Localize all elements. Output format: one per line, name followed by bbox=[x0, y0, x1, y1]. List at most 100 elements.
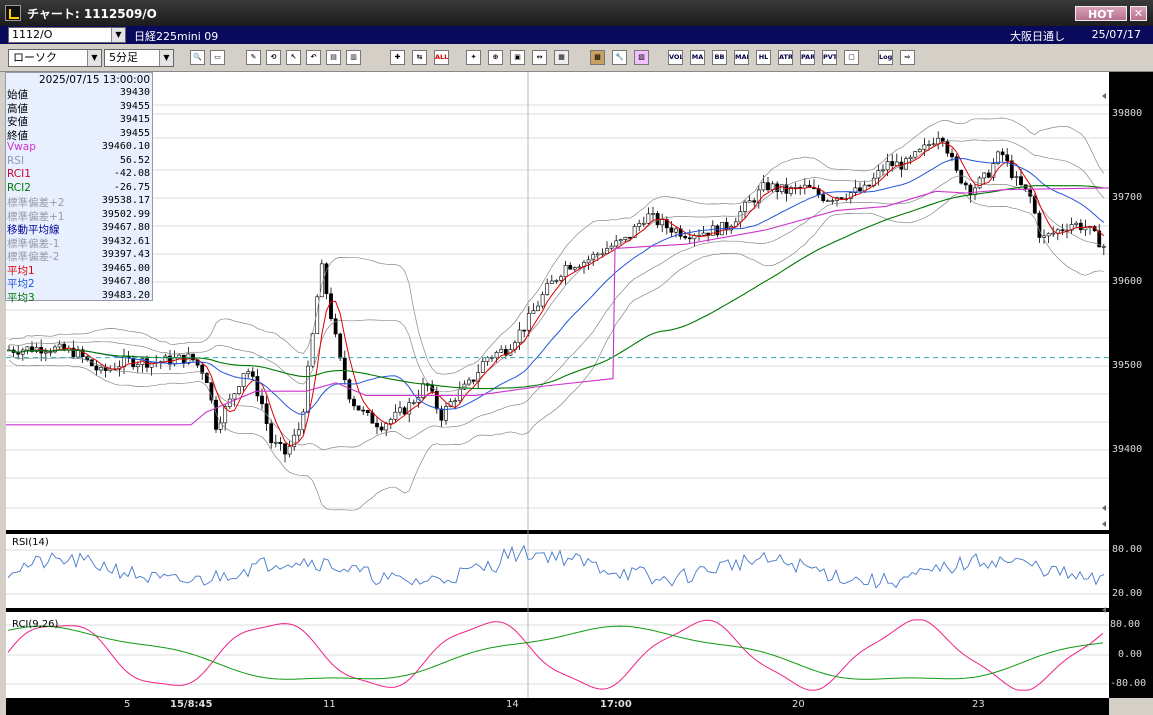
info-value: 56.52 bbox=[119, 154, 150, 166]
time-tick-label: 11 bbox=[323, 699, 336, 710]
candle-body bbox=[260, 395, 264, 405]
style-icon[interactable]: ▩ bbox=[590, 50, 605, 65]
info-label: 終値 bbox=[7, 129, 28, 142]
extend-icon[interactable]: ↔ bbox=[532, 50, 547, 65]
memo-icon[interactable]: ▤ bbox=[326, 50, 341, 65]
candle-body bbox=[411, 402, 416, 404]
rsi-tick-label: 20.00 bbox=[1112, 588, 1143, 599]
mae-button[interactable]: MAE bbox=[734, 50, 749, 65]
pen-icon[interactable]: ✎ bbox=[246, 50, 261, 65]
info-value: 39467.80 bbox=[101, 276, 150, 287]
chart-type-select[interactable]: ローソク ▼ bbox=[8, 49, 102, 67]
info-label: 始値 bbox=[7, 89, 28, 101]
split-icon[interactable]: ⇆ bbox=[412, 50, 427, 65]
candle-body bbox=[444, 406, 448, 421]
info-label: RCI2 bbox=[7, 181, 31, 194]
pvt-button[interactable]: PVT bbox=[822, 50, 837, 65]
vol-button[interactable]: VOL bbox=[668, 50, 683, 65]
ma-button[interactable]: MA bbox=[690, 50, 705, 65]
log-button[interactable]: Log bbox=[878, 50, 893, 65]
info-row: 標準偏差+2 39538.17 bbox=[6, 195, 150, 209]
note-icon[interactable]: ▦ bbox=[554, 50, 569, 65]
chevron-down-icon[interactable]: ▼ bbox=[87, 50, 101, 66]
candle-body bbox=[1060, 229, 1065, 232]
atr-button[interactable]: ATR bbox=[778, 50, 793, 65]
candle-body bbox=[660, 219, 665, 226]
candle-body bbox=[398, 407, 402, 413]
symbol-name: 日経225mini 09 bbox=[134, 30, 219, 43]
symbol-code-select[interactable]: 1112/O ▼ bbox=[8, 27, 126, 43]
candle-body bbox=[1019, 176, 1023, 186]
candle-body bbox=[651, 213, 655, 215]
measure-icon[interactable]: ⟲ bbox=[266, 50, 281, 65]
chart-canvas[interactable]: RSI(14) RCI(9,26) bbox=[6, 72, 1109, 698]
title-bar[interactable]: チャート: 1112509/O HOT ✕ bbox=[0, 0, 1153, 26]
export-icon[interactable]: ⇨ bbox=[900, 50, 915, 65]
window-icon[interactable]: ▭ bbox=[210, 50, 225, 65]
candle-body bbox=[710, 225, 715, 236]
undo-icon[interactable]: ↶ bbox=[306, 50, 321, 65]
candle-body bbox=[135, 364, 140, 368]
candle-body bbox=[632, 226, 637, 238]
candle-body bbox=[738, 211, 743, 223]
candle-body bbox=[913, 151, 918, 158]
time-tick-label: 17:00 bbox=[600, 699, 632, 710]
chevron-down-icon[interactable]: ▼ bbox=[111, 28, 125, 42]
chevron-down-icon[interactable]: ▼ bbox=[159, 50, 173, 66]
candle-body bbox=[269, 423, 274, 444]
box-icon[interactable]: ▢ bbox=[844, 50, 859, 65]
candle-body bbox=[674, 228, 678, 233]
candle-body bbox=[563, 265, 568, 278]
candle-body bbox=[287, 446, 292, 455]
info-value: 39455 bbox=[119, 100, 150, 112]
close-button[interactable]: ✕ bbox=[1130, 6, 1147, 21]
wrench-icon[interactable]: 🔧 bbox=[612, 50, 627, 65]
chart-app-icon bbox=[5, 5, 21, 21]
bb-button[interactable]: BB bbox=[712, 50, 727, 65]
candle-body bbox=[968, 184, 973, 196]
zoom-in-icon[interactable]: ⊕ bbox=[488, 50, 503, 65]
candle-body bbox=[867, 184, 872, 187]
frame-icon[interactable]: ▣ bbox=[510, 50, 525, 65]
panel-divider bbox=[6, 530, 1109, 534]
candle-body bbox=[986, 172, 991, 178]
candle-body bbox=[637, 223, 642, 227]
scroll-marker-icon bbox=[1102, 607, 1106, 613]
info-row: 平均3 39483.20 bbox=[6, 290, 150, 304]
candle-body bbox=[715, 225, 720, 236]
candle-body bbox=[996, 151, 1000, 164]
magnifier-icon[interactable]: 🔍 bbox=[190, 50, 205, 65]
candle-body bbox=[526, 313, 531, 331]
hot-button[interactable]: HOT bbox=[1075, 6, 1127, 21]
palette-icon[interactable]: ▨ bbox=[634, 50, 649, 65]
candle-body bbox=[683, 235, 688, 239]
rsi-panel-label: RSI(14) bbox=[12, 537, 49, 548]
trash-icon[interactable]: ▥ bbox=[346, 50, 361, 65]
par-button[interactable]: PAR bbox=[800, 50, 815, 65]
info-value: 39430 bbox=[119, 87, 150, 98]
candle-body bbox=[825, 200, 830, 202]
hl-button[interactable]: HL bbox=[756, 50, 771, 65]
info-row: 終値 39455 bbox=[6, 128, 150, 142]
mark-icon[interactable]: ✦ bbox=[466, 50, 481, 65]
candle-body bbox=[991, 163, 996, 178]
candle-body bbox=[922, 144, 927, 150]
price-tick-label: 39400 bbox=[1112, 444, 1143, 455]
candle-body bbox=[71, 347, 76, 358]
crosshair-icon[interactable]: ✚ bbox=[390, 50, 405, 65]
cursor-icon[interactable]: ↖ bbox=[286, 50, 301, 65]
candle-body bbox=[218, 422, 223, 430]
candle-body bbox=[1097, 230, 1102, 248]
scroll-marker-icon bbox=[1102, 521, 1106, 527]
candle-body bbox=[623, 236, 628, 240]
interval-select[interactable]: 5分足 ▼ bbox=[104, 49, 174, 67]
info-row: 安値 39415 bbox=[6, 114, 150, 128]
info-value: -26.75 bbox=[113, 181, 150, 193]
candle-body bbox=[255, 376, 260, 397]
candle-body bbox=[554, 279, 559, 282]
all-button[interactable]: ALL bbox=[434, 50, 449, 65]
chart-type-value: ローソク bbox=[13, 51, 57, 64]
time-tick-label: 14 bbox=[506, 699, 519, 710]
candle-body bbox=[131, 357, 136, 368]
info-row: Vwap 39460.10 bbox=[6, 141, 150, 154]
